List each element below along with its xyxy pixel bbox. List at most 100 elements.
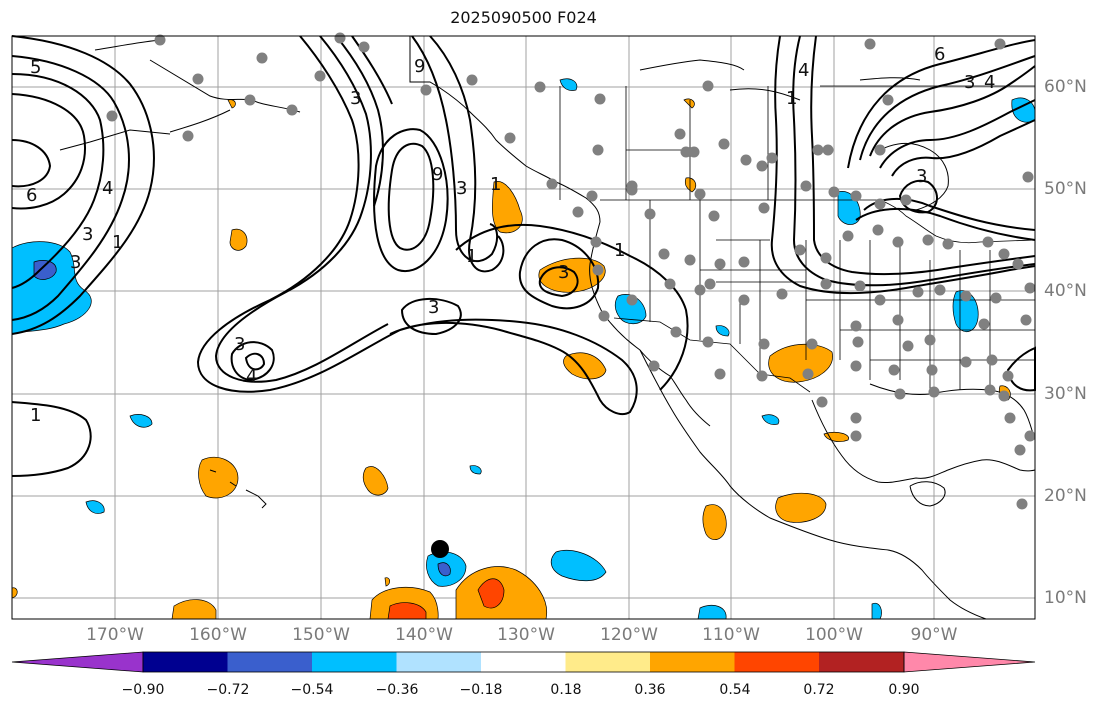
colorbar-segments — [11, 651, 1036, 673]
contour-line — [244, 352, 266, 371]
station-marker — [738, 256, 750, 268]
station-marker — [888, 364, 900, 376]
station-marker — [982, 236, 994, 248]
station-marker — [994, 38, 1006, 50]
longitude-label: 100°W — [805, 625, 863, 645]
station-marker — [960, 356, 972, 368]
contour-line — [891, 119, 1036, 177]
contour-line — [411, 35, 498, 263]
contour-label: 6 — [26, 185, 37, 206]
colorbar-segment — [819, 652, 904, 672]
station-marker — [598, 310, 610, 322]
contour-line — [855, 208, 1036, 241]
station-marker — [806, 338, 818, 350]
contour-label: 1 — [466, 246, 477, 267]
contour-label: 1 — [30, 405, 41, 426]
station-marker — [912, 286, 924, 298]
contour-line — [214, 35, 389, 383]
station-marker — [766, 152, 778, 164]
station-marker — [714, 368, 726, 380]
latitude-label: 30°N — [1044, 384, 1087, 404]
colorbar-segment — [650, 652, 735, 672]
longitude-label: 130°W — [497, 625, 555, 645]
station-marker — [892, 314, 904, 326]
station-marker — [694, 188, 706, 200]
us-canada-border — [600, 199, 1036, 244]
contour-line — [792, 35, 1036, 287]
station-marker — [874, 198, 886, 210]
station-marker — [546, 178, 558, 190]
station-marker — [978, 318, 990, 330]
contour-line — [335, 35, 384, 207]
coastline — [811, 399, 1036, 483]
contour-line — [387, 142, 435, 251]
station-marker — [586, 190, 598, 202]
negative-anomaly-area — [85, 500, 105, 514]
station-marker — [708, 210, 720, 222]
colorbar-tick-label: 0.72 — [803, 682, 835, 698]
station-marker — [850, 190, 862, 202]
contour-label: 5 — [30, 57, 41, 78]
contour-label: 1 — [786, 88, 797, 109]
colorbar — [11, 651, 1036, 673]
shaded-anomaly-areas — [11, 78, 1036, 620]
station-marker — [1024, 430, 1036, 442]
station-marker — [504, 132, 516, 144]
coastline — [639, 349, 889, 551]
positive-anomaly-area — [362, 466, 389, 496]
station-marker — [922, 234, 934, 246]
contour-line — [11, 401, 92, 477]
station-marker — [658, 248, 670, 260]
station-marker — [874, 294, 886, 306]
positive-anomaly-area — [775, 492, 827, 523]
contour-label: 3 — [428, 297, 439, 318]
station-marker — [714, 258, 726, 270]
station-marker — [314, 70, 326, 82]
station-marker — [626, 294, 638, 306]
station-marker — [626, 184, 638, 196]
negative-anomaly-area — [129, 414, 153, 428]
longitude-label: 110°W — [702, 625, 760, 645]
map-title: 2025090500 F024 — [450, 8, 597, 27]
station-marker — [738, 294, 750, 306]
station-marker — [854, 280, 866, 292]
positive-anomaly-area — [198, 456, 239, 499]
contour-line — [869, 65, 1036, 157]
station-marker — [924, 334, 936, 346]
contour-label: 4 — [246, 366, 257, 387]
coastline — [909, 481, 946, 507]
station-marker — [592, 264, 604, 276]
station-marker — [892, 236, 904, 248]
station-marker — [800, 180, 812, 192]
station-marker — [1014, 444, 1026, 456]
station-marker — [828, 186, 840, 198]
positive-anomaly-area — [683, 98, 695, 109]
station-marker — [822, 144, 834, 156]
station-marker — [934, 284, 946, 296]
longitude-label: 170°W — [86, 625, 144, 645]
station-marker — [674, 128, 686, 140]
positive-anomaly-area — [384, 577, 390, 587]
colorbar-extend-max — [903, 651, 1036, 673]
station-marker — [894, 388, 906, 400]
station-marker — [256, 52, 268, 64]
contour-line — [518, 238, 600, 310]
colorbar-tick-label: −0.36 — [375, 682, 419, 698]
positive-anomaly-area — [684, 177, 697, 193]
contour-line — [11, 55, 130, 321]
contour-line — [11, 35, 155, 335]
contour-line — [351, 35, 393, 105]
contour-label: 3 — [964, 72, 975, 93]
contour-label: 6 — [934, 44, 945, 65]
latitude-label: 40°N — [1044, 281, 1087, 301]
station-marker — [984, 384, 996, 396]
station-marker — [802, 368, 814, 380]
station-marker — [334, 32, 346, 44]
station-marker — [702, 80, 714, 92]
colorbar-extend-min — [11, 651, 144, 673]
contour-line — [196, 35, 638, 416]
latitude-label: 60°N — [1044, 77, 1087, 97]
contour-label: 1 — [490, 174, 501, 195]
latitude-label: 20°N — [1044, 486, 1087, 506]
gridlines — [12, 36, 1035, 619]
